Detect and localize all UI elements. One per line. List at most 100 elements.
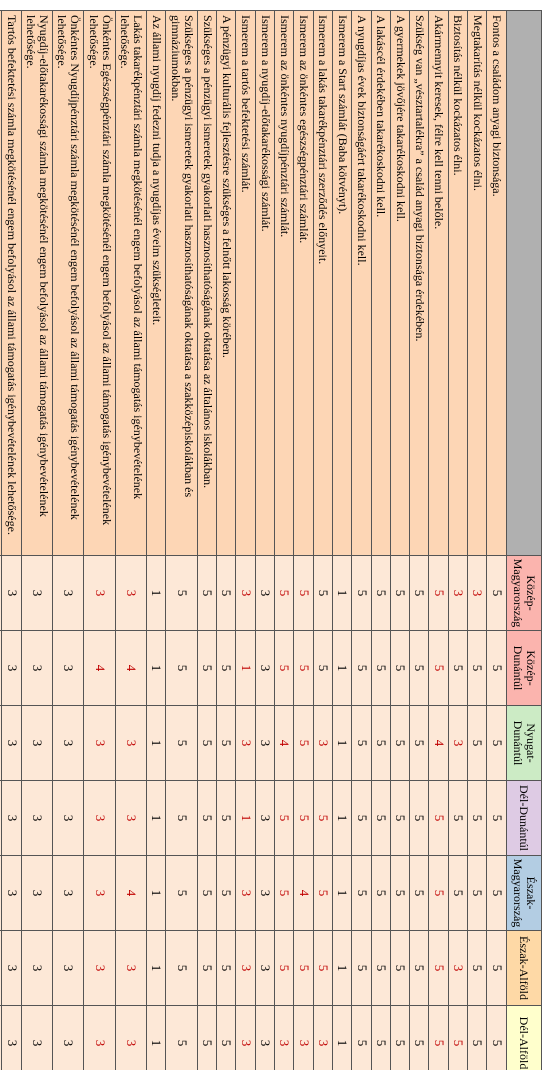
- value-cell: 5: [468, 706, 487, 781]
- table-row: Ismerem az önkéntes nyugdíjpénztári szám…: [275, 11, 294, 1070]
- header-region: Nyugat-Dunántúl: [506, 706, 541, 781]
- value-cell: 3: [236, 706, 255, 781]
- value-cell: 3: [313, 706, 332, 781]
- value-cell: 3: [0, 781, 2, 856]
- row-label: Megtakarítás nélkül kockázatos élni.: [468, 11, 487, 556]
- row-label: Szükséges a pénzügyi ismeretek gyakorlat…: [197, 11, 216, 556]
- value-cell: 3: [21, 856, 52, 931]
- table-row: Akármennyit keresek, félre kell tenni be…: [429, 11, 448, 1070]
- table-row: Egyéb megtakarítási döntéseimet befolyás…: [0, 11, 2, 1070]
- value-cell: 5: [294, 931, 313, 1006]
- table-row: Nyugdíj-előtakarékossági számla megkötés…: [21, 11, 52, 1070]
- value-cell: 3: [2, 931, 21, 1006]
- value-cell: 1: [147, 1006, 166, 1070]
- value-cell: 3: [84, 856, 115, 931]
- table-row: Ismerem a nyugdíj-előtakarékossági száml…: [255, 11, 274, 1070]
- table-row: Szükséges a pénzügyi ismeretek gyakorlat…: [166, 11, 197, 1070]
- value-cell: 1: [332, 631, 351, 706]
- value-cell: 5: [487, 706, 506, 781]
- value-cell: 5: [410, 1006, 429, 1070]
- value-cell: 5: [487, 931, 506, 1006]
- value-cell: 3: [255, 931, 274, 1006]
- value-cell: 3: [255, 856, 274, 931]
- value-cell: 5: [487, 631, 506, 706]
- value-cell: 1: [147, 781, 166, 856]
- value-cell: 3: [115, 706, 146, 781]
- value-cell: 5: [275, 931, 294, 1006]
- data-table: Közép-MagyarországKözép-DunántúlNyugat-D…: [0, 10, 542, 1070]
- value-cell: 5: [487, 556, 506, 631]
- value-cell: 3: [255, 1006, 274, 1070]
- value-cell: 5: [197, 931, 216, 1006]
- header-region: Észak-Magyarország: [506, 856, 541, 931]
- value-cell: 4: [294, 856, 313, 931]
- value-cell: 5: [371, 706, 390, 781]
- row-label: Szükséges a pénzügyi ismeretek gyakorlat…: [166, 11, 197, 556]
- value-cell: 3: [294, 1006, 313, 1070]
- row-label: Akármennyit keresek, félre kell tenni be…: [429, 11, 448, 556]
- table-row: Ismerem a tartós befektetési számlát.313…: [236, 11, 255, 1070]
- value-cell: 5: [487, 856, 506, 931]
- table-row: Az állami nyugdíj fedezni tudja a nyugdí…: [147, 11, 166, 1070]
- value-cell: 3: [53, 1006, 84, 1070]
- row-label: A pénzügyi kulturális fejlesztésre szüks…: [217, 11, 236, 556]
- value-cell: 5: [294, 781, 313, 856]
- value-cell: 1: [147, 631, 166, 706]
- value-cell: 5: [410, 706, 429, 781]
- value-cell: 5: [217, 631, 236, 706]
- value-cell: 1: [332, 931, 351, 1006]
- value-cell: 5: [352, 781, 371, 856]
- value-cell: 3: [84, 1006, 115, 1070]
- value-cell: 5: [487, 1006, 506, 1070]
- value-cell: 3: [236, 556, 255, 631]
- value-cell: 5: [468, 1006, 487, 1070]
- value-cell: 3: [275, 1006, 294, 1070]
- row-label: A gyermekek jövőjére takarékoskodni kell…: [390, 11, 409, 556]
- value-cell: 1: [147, 706, 166, 781]
- row-label: Fontos a családom anyagi biztonsága.: [487, 11, 506, 556]
- value-cell: 5: [294, 631, 313, 706]
- table-row: Szükség van „vésztartalékra” a család an…: [410, 11, 429, 1070]
- value-cell: 5: [275, 856, 294, 931]
- value-cell: 5: [313, 556, 332, 631]
- row-label: Biztosítás nélkül kockázatos élni.: [448, 11, 467, 556]
- value-cell: 3: [115, 1006, 146, 1070]
- table-row: Fontos a családom anyagi biztonsága.5555…: [487, 11, 506, 1070]
- value-cell: 3: [53, 631, 84, 706]
- value-cell: 5: [468, 856, 487, 931]
- row-label: Egyéb megtakarítási döntéseimet befolyás…: [0, 11, 2, 556]
- value-cell: 3: [255, 781, 274, 856]
- row-label: Tartós befektetési számla megkötésénél e…: [2, 11, 21, 556]
- value-cell: 1: [147, 856, 166, 931]
- value-cell: 1: [332, 1006, 351, 1070]
- value-cell: 5: [313, 631, 332, 706]
- value-cell: 3: [448, 931, 467, 1006]
- header-region: Közép-Dunántúl: [506, 631, 541, 706]
- value-cell: 5: [166, 631, 197, 706]
- value-cell: 5: [352, 931, 371, 1006]
- row-label: Ismerem a Start számlát (Baba kötvényt).: [332, 11, 351, 556]
- value-cell: 3: [0, 556, 2, 631]
- value-cell: 5: [197, 856, 216, 931]
- value-cell: 5: [275, 631, 294, 706]
- value-cell: 5: [371, 631, 390, 706]
- value-cell: 3: [53, 781, 84, 856]
- table-row: Önkéntes Egészségpénztári számla megköté…: [84, 11, 115, 1070]
- value-cell: 5: [197, 706, 216, 781]
- rotated-content: Közép-MagyarországKözép-DunántúlNyugat-D…: [0, 0, 550, 1070]
- value-cell: 3: [115, 931, 146, 1006]
- value-cell: 4: [0, 856, 2, 931]
- value-cell: 3: [448, 556, 467, 631]
- header-row: Közép-MagyarországKözép-DunántúlNyugat-D…: [506, 11, 541, 1070]
- row-label: Önkéntes Egészségpénztári számla megköté…: [84, 11, 115, 556]
- value-cell: 3: [236, 1006, 255, 1070]
- value-cell: 3: [84, 556, 115, 631]
- value-cell: 3: [0, 631, 2, 706]
- value-cell: 1: [332, 856, 351, 931]
- value-cell: 5: [448, 781, 467, 856]
- value-cell: 4: [115, 856, 146, 931]
- table-row: Biztosítás nélkül kockázatos élni.353553…: [448, 11, 467, 1070]
- value-cell: 5: [390, 556, 409, 631]
- value-cell: 3: [84, 706, 115, 781]
- value-cell: 5: [390, 931, 409, 1006]
